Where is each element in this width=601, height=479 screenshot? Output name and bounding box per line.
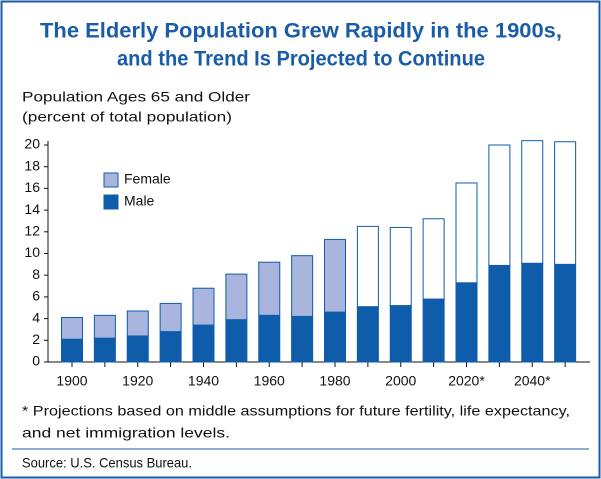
y-tick-label: 6 bbox=[32, 288, 40, 304]
footnote: and net immigration levels. bbox=[22, 425, 230, 441]
x-tick-label: 1900 bbox=[56, 373, 87, 389]
y-tick-label: 16 bbox=[24, 179, 40, 195]
y-tick-label: 12 bbox=[24, 223, 40, 239]
bar-segment bbox=[324, 238, 346, 313]
bar-segment bbox=[258, 261, 281, 316]
bar-segment bbox=[225, 319, 248, 363]
bar-segment bbox=[389, 305, 412, 363]
x-tick-label: 2020* bbox=[448, 373, 485, 389]
bar-segment bbox=[422, 218, 445, 300]
x-tick-label: 1960 bbox=[254, 373, 285, 389]
bar-segment bbox=[159, 331, 182, 363]
y-tick-label: 2 bbox=[32, 331, 40, 347]
bar-segment bbox=[488, 264, 511, 363]
bar-segment bbox=[61, 317, 83, 340]
bar-segment bbox=[554, 263, 577, 363]
bar-segment bbox=[159, 302, 182, 333]
bar-segment bbox=[126, 335, 149, 363]
chart-title: The Elderly Population Grew Rapidly in t… bbox=[40, 20, 562, 43]
x-tick-label: 1980 bbox=[319, 373, 350, 389]
x-tick-label: 2000 bbox=[385, 373, 416, 389]
bar-segment bbox=[225, 273, 248, 321]
footnote: * Projections based on middle assumption… bbox=[22, 403, 570, 419]
y-tick-label: 4 bbox=[32, 309, 40, 325]
y-tick-label: 8 bbox=[32, 266, 40, 282]
legend-swatch bbox=[103, 194, 119, 210]
legend-swatch bbox=[103, 172, 119, 188]
bar-segment bbox=[61, 338, 83, 363]
bar-segment bbox=[422, 298, 445, 363]
bar-segment bbox=[356, 306, 379, 363]
y-tick-label: 0 bbox=[32, 353, 40, 369]
bar-segment bbox=[455, 182, 478, 284]
x-tick-label: 1940 bbox=[188, 373, 219, 389]
y-tick-label: 10 bbox=[24, 244, 40, 260]
y-axis-label: Population Ages 65 and Older bbox=[22, 89, 250, 105]
bar-segment bbox=[192, 287, 215, 326]
source: Source: U.S. Census Bureau. bbox=[22, 455, 192, 471]
bar-segment bbox=[455, 282, 478, 363]
legend-label: Male bbox=[124, 193, 155, 209]
bar-segment bbox=[554, 141, 577, 265]
bar-segment bbox=[93, 314, 116, 339]
y-tick-label: 14 bbox=[24, 201, 40, 217]
bar-segment bbox=[258, 314, 281, 363]
bar-segment bbox=[291, 255, 314, 317]
x-tick-label: 2040* bbox=[514, 373, 551, 389]
x-tick-label: 1920 bbox=[122, 373, 153, 389]
bar-segment bbox=[356, 225, 379, 308]
bar-segment bbox=[389, 226, 412, 307]
y-tick-label: 20 bbox=[24, 136, 40, 152]
bar-segment bbox=[93, 337, 116, 363]
bar-segment bbox=[324, 311, 346, 363]
y-tick-label: 18 bbox=[24, 157, 40, 173]
chart-title: and the Trend Is Projected to Continue bbox=[117, 48, 485, 71]
legend-label: Female bbox=[124, 171, 171, 187]
bar-segment bbox=[291, 315, 314, 363]
bar-segment bbox=[192, 324, 215, 363]
bar-segment bbox=[488, 144, 511, 266]
bar-segment bbox=[521, 262, 544, 363]
bar-segment bbox=[521, 140, 544, 264]
bar-segment bbox=[126, 310, 149, 337]
y-axis-label: (percent of total population) bbox=[22, 109, 232, 125]
